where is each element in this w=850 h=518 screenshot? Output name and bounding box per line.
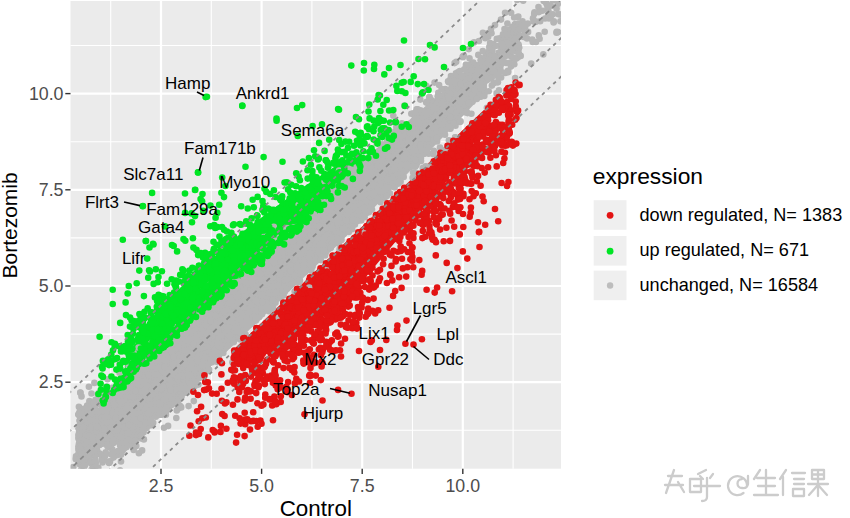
svg-text:Lix1: Lix1 [359, 324, 390, 343]
svg-text:Hamp: Hamp [165, 74, 210, 93]
svg-text:Ascl1: Ascl1 [446, 268, 488, 287]
svg-text:Myo10: Myo10 [219, 173, 270, 192]
svg-text:5.0: 5.0 [249, 476, 274, 496]
svg-text:7.5: 7.5 [350, 476, 375, 496]
svg-text:expression: expression [593, 163, 703, 189]
svg-text:2.5: 2.5 [39, 372, 64, 392]
svg-text:5.0: 5.0 [39, 276, 64, 296]
svg-text:10.0: 10.0 [29, 84, 64, 104]
svg-text:10.0: 10.0 [445, 476, 480, 496]
svg-text:2.5: 2.5 [149, 476, 174, 496]
svg-text:Bortezomib: Bortezomib [0, 172, 22, 278]
svg-text:7.5: 7.5 [39, 180, 64, 200]
svg-text:Lifr: Lifr [122, 249, 146, 268]
svg-text:down regulated, N= 1383: down regulated, N= 1383 [640, 205, 843, 225]
svg-text:Fam171b: Fam171b [184, 139, 256, 158]
svg-text:Ankrd1: Ankrd1 [236, 84, 290, 103]
svg-text:up regulated, N= 671: up regulated, N= 671 [640, 240, 810, 260]
svg-text:Sema6a: Sema6a [281, 121, 345, 140]
svg-text:Nusap1: Nusap1 [368, 381, 427, 400]
svg-text:Flrt3: Flrt3 [85, 193, 119, 212]
svg-text:Lgr5: Lgr5 [413, 299, 447, 318]
svg-text:Gata4: Gata4 [138, 218, 184, 237]
svg-text:Lpl: Lpl [436, 325, 459, 344]
svg-text:Top2a: Top2a [273, 380, 320, 399]
svg-text:Control: Control [280, 496, 352, 518]
svg-text:Slc7a11: Slc7a11 [123, 165, 183, 184]
svg-text:Ddc: Ddc [433, 350, 464, 369]
svg-text:Fam129a: Fam129a [146, 200, 218, 219]
svg-text:Mx2: Mx2 [304, 350, 336, 369]
svg-text:Hjurp: Hjurp [303, 404, 344, 423]
svg-text:Gpr22: Gpr22 [362, 350, 409, 369]
svg-text:unchanged, N= 16584: unchanged, N= 16584 [640, 275, 819, 295]
